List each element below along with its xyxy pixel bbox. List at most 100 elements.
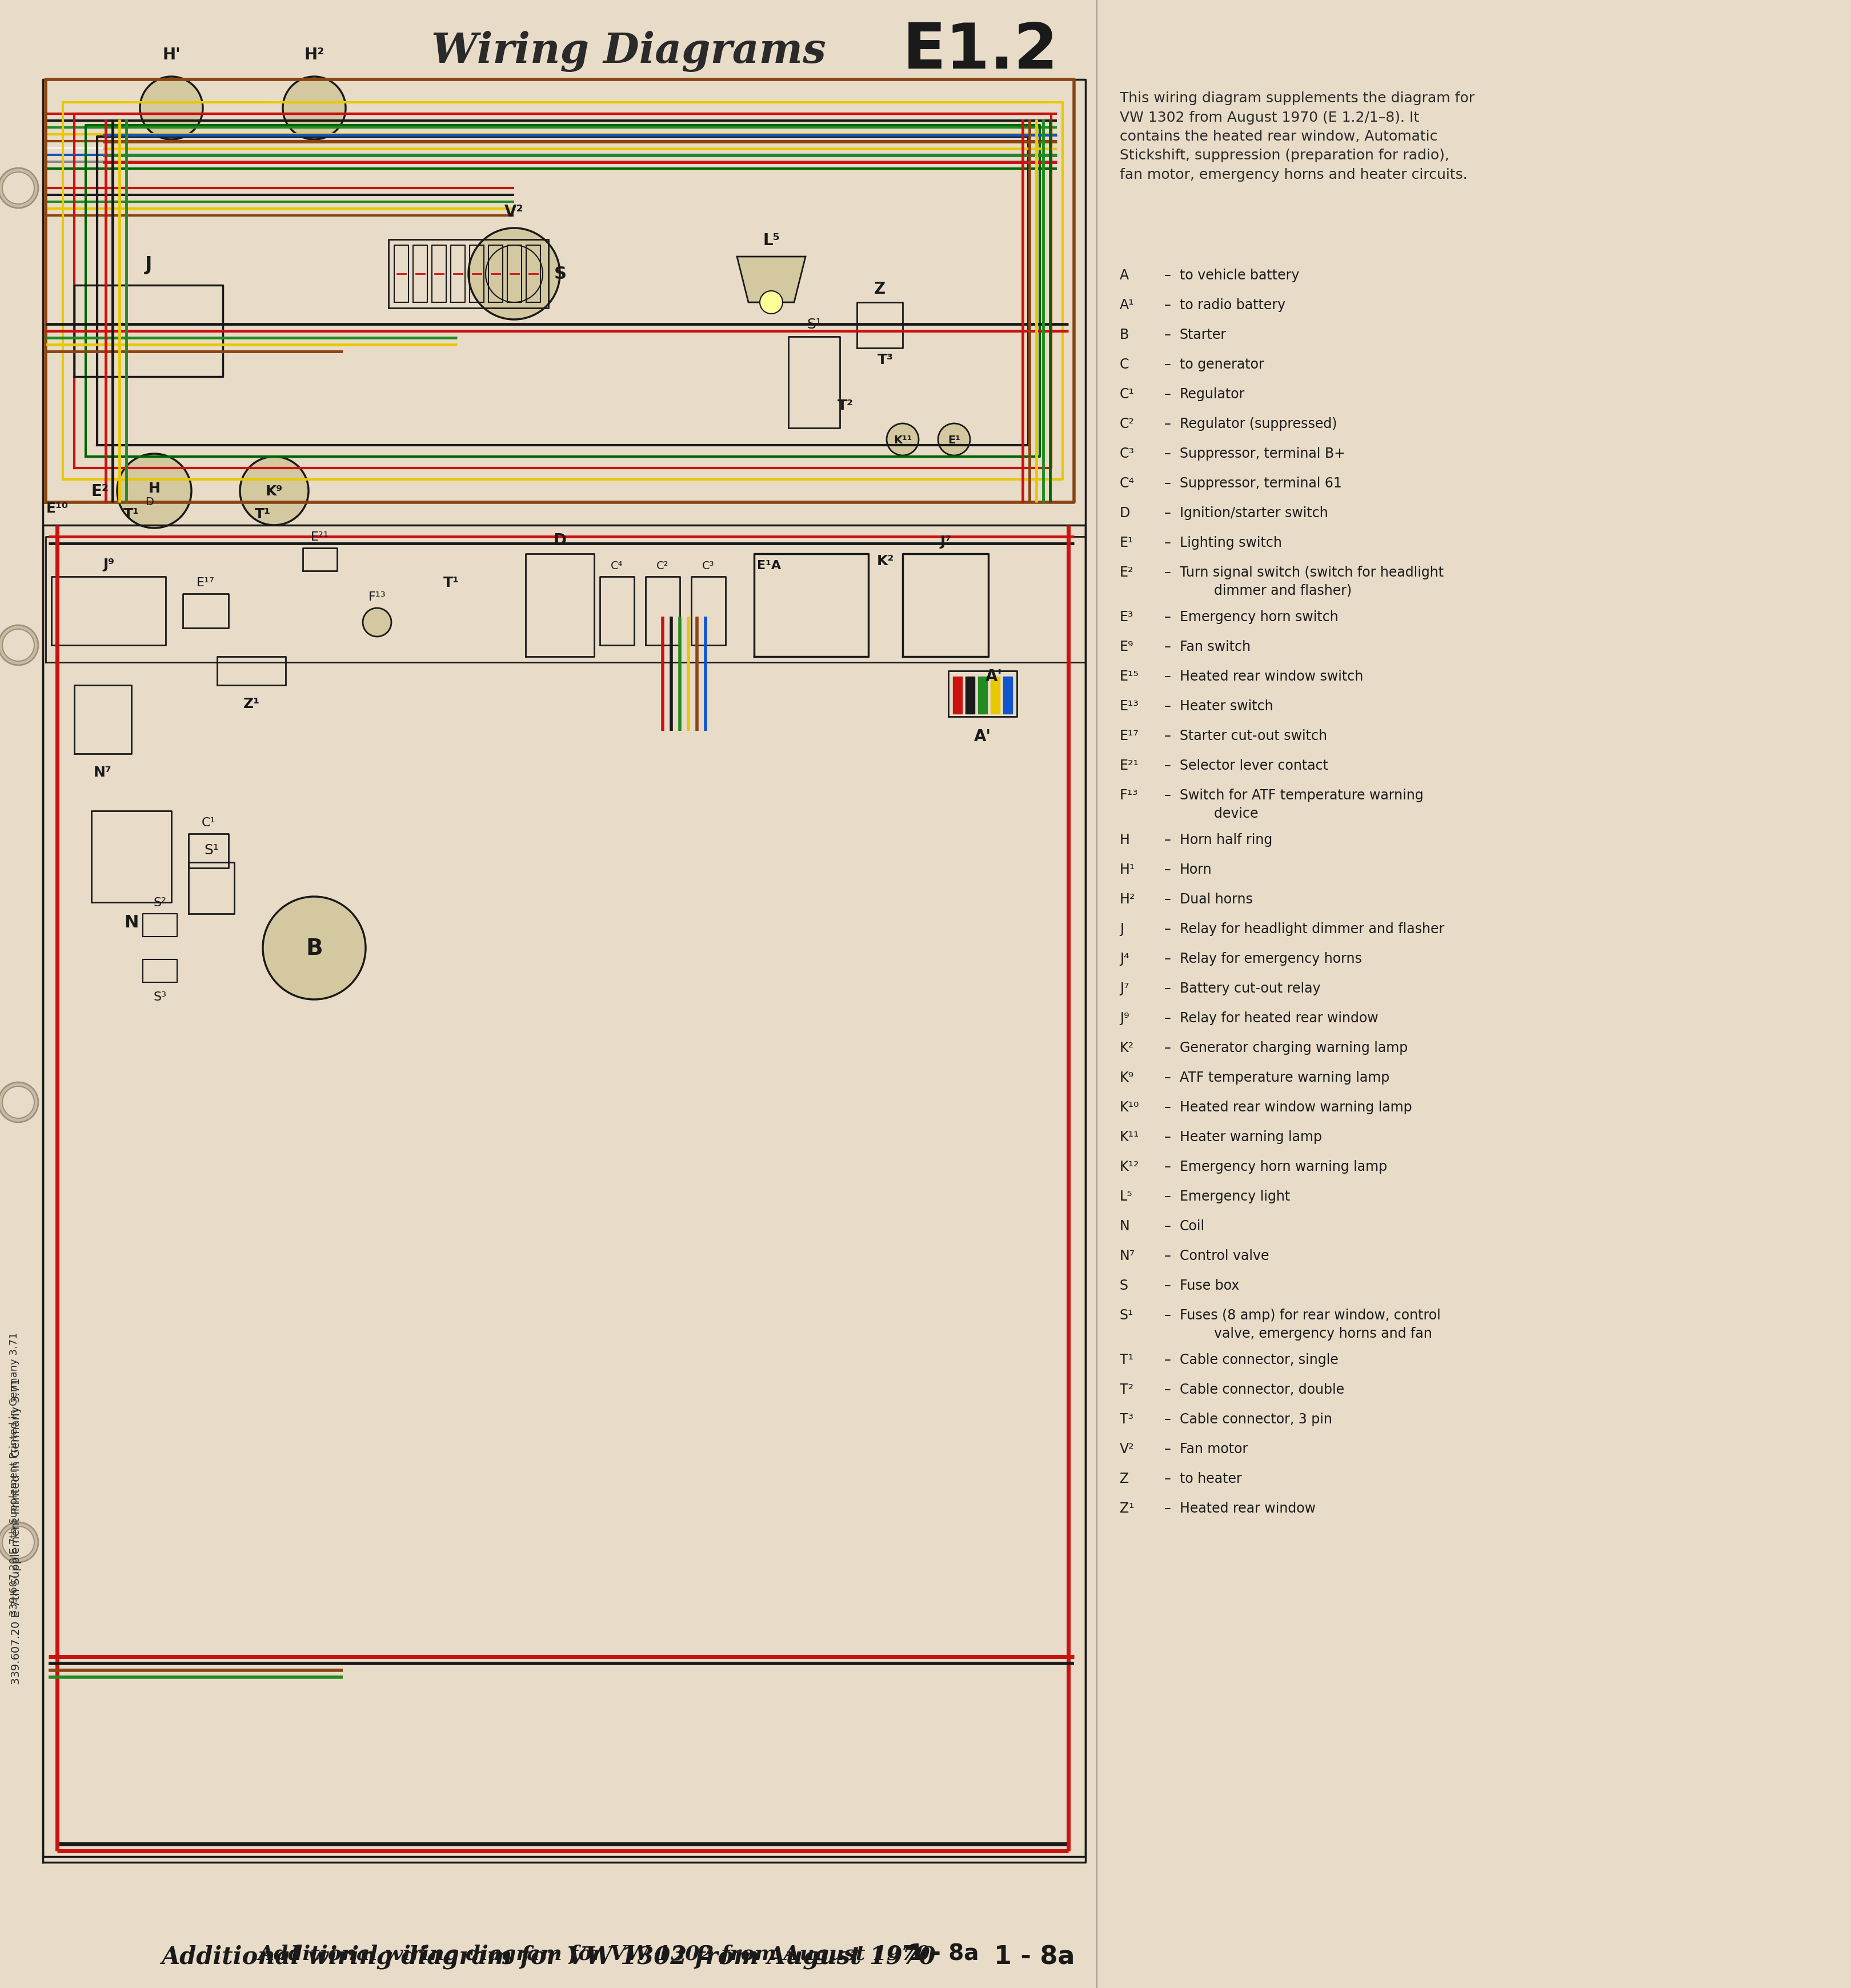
Text: E²: E²: [1120, 565, 1133, 579]
Bar: [1003, 678, 1012, 714]
Text: –: –: [1164, 358, 1172, 372]
Text: N: N: [1120, 1219, 1129, 1233]
Text: –: –: [1164, 1471, 1172, 1485]
Text: –: –: [1164, 1099, 1172, 1113]
Text: Emergency horn switch: Emergency horn switch: [1179, 610, 1338, 624]
Text: B: B: [1120, 328, 1129, 342]
Bar: [990, 678, 1000, 714]
Text: K⁹: K⁹: [265, 485, 283, 499]
Text: 1 - 8a: 1 - 8a: [909, 1942, 979, 1964]
Text: –: –: [1164, 417, 1172, 431]
Text: C²: C²: [1120, 417, 1135, 431]
Circle shape: [283, 78, 346, 139]
Text: H²: H²: [304, 48, 324, 64]
Text: –: –: [1164, 863, 1172, 877]
Text: E1.2: E1.2: [903, 20, 1059, 82]
Text: E³: E³: [1120, 610, 1133, 624]
Text: D: D: [553, 533, 566, 549]
Text: –: –: [1164, 1042, 1172, 1054]
Text: C¹: C¹: [202, 817, 215, 829]
Text: L⁵: L⁵: [1120, 1189, 1133, 1203]
Text: S¹: S¹: [204, 843, 218, 857]
Text: B: B: [305, 938, 322, 958]
Text: Additional wiring diagram for VW 1302 from August 1970: Additional wiring diagram for VW 1302 fr…: [257, 1944, 931, 1964]
Text: Heated rear window switch: Heated rear window switch: [1179, 670, 1362, 684]
Text: –: –: [1164, 1012, 1172, 1026]
Text: C: C: [1120, 358, 1129, 372]
Text: 339.607.20 E 7th Supplement Printed in Germany 3.71: 339.607.20 E 7th Supplement Printed in G…: [11, 1378, 22, 1684]
Text: J⁴: J⁴: [1120, 952, 1129, 966]
Text: Fan switch: Fan switch: [1179, 640, 1251, 654]
Text: Fan motor: Fan motor: [1179, 1441, 1248, 1455]
Circle shape: [2, 630, 35, 662]
Text: Fuse box: Fuse box: [1179, 1278, 1240, 1292]
Text: –: –: [1164, 1159, 1172, 1173]
Text: to generator: to generator: [1179, 358, 1264, 372]
Text: K²: K²: [1120, 1042, 1135, 1054]
Text: F¹³: F¹³: [368, 590, 385, 602]
Text: to vehicle battery: to vehicle battery: [1179, 268, 1299, 282]
Text: Switch for ATF temperature warning
        device: Switch for ATF temperature warning devic…: [1179, 789, 1423, 821]
Text: C³: C³: [702, 561, 714, 571]
Text: –: –: [1164, 610, 1172, 624]
Text: –: –: [1164, 477, 1172, 491]
Text: –: –: [1164, 922, 1172, 936]
Text: N: N: [124, 914, 139, 930]
Text: Z: Z: [874, 280, 885, 296]
Text: C²: C²: [657, 561, 668, 571]
Text: –: –: [1164, 1352, 1172, 1366]
Text: –: –: [1164, 1308, 1172, 1322]
Text: T¹: T¹: [124, 507, 139, 521]
Text: –: –: [1164, 1129, 1172, 1143]
Text: Heater switch: Heater switch: [1179, 700, 1273, 714]
Circle shape: [363, 608, 391, 636]
Text: K¹²: K¹²: [1120, 1159, 1140, 1173]
Text: –: –: [1164, 1219, 1172, 1233]
Text: Heated rear window warning lamp: Heated rear window warning lamp: [1179, 1099, 1412, 1113]
Bar: [953, 678, 963, 714]
Text: Selector lever contact: Selector lever contact: [1179, 759, 1329, 773]
Text: J⁷: J⁷: [940, 535, 951, 549]
Text: E¹A: E¹A: [757, 561, 781, 571]
Text: H': H': [163, 48, 180, 64]
Text: –: –: [1164, 1248, 1172, 1262]
Text: Lighting switch: Lighting switch: [1179, 537, 1283, 549]
Text: Cable connector, double: Cable connector, double: [1179, 1382, 1344, 1396]
Text: Dual horns: Dual horns: [1179, 893, 1253, 907]
Text: to radio battery: to radio battery: [1179, 298, 1285, 312]
Text: Emergency light: Emergency light: [1179, 1189, 1290, 1203]
Text: –: –: [1164, 982, 1172, 996]
Text: E²¹: E²¹: [311, 531, 329, 543]
Text: L⁵: L⁵: [763, 233, 779, 248]
Text: D: D: [1120, 507, 1131, 519]
Text: –: –: [1164, 893, 1172, 907]
Text: E²¹: E²¹: [1120, 759, 1138, 773]
Text: K¹¹: K¹¹: [1120, 1129, 1140, 1143]
Text: Suppressor, terminal 61: Suppressor, terminal 61: [1179, 477, 1342, 491]
Text: –: –: [1164, 507, 1172, 519]
Text: Turn signal switch (switch for headlight
        dimmer and flasher): Turn signal switch (switch for headlight…: [1179, 565, 1444, 596]
Text: A': A': [985, 668, 1003, 684]
Circle shape: [0, 1523, 39, 1563]
Polygon shape: [737, 256, 805, 302]
Circle shape: [2, 1087, 35, 1119]
Text: Relay for heated rear window: Relay for heated rear window: [1179, 1012, 1379, 1026]
Text: Relay for emergency horns: Relay for emergency horns: [1179, 952, 1362, 966]
Text: E¹: E¹: [1120, 537, 1133, 549]
Text: to heater: to heater: [1179, 1471, 1242, 1485]
Text: H²: H²: [1120, 893, 1135, 907]
Text: –: –: [1164, 565, 1172, 579]
Text: Horn: Horn: [1179, 863, 1212, 877]
Text: –: –: [1164, 1411, 1172, 1425]
Text: S²: S²: [154, 897, 167, 909]
Text: Heated rear window: Heated rear window: [1179, 1501, 1316, 1515]
Circle shape: [2, 173, 35, 205]
Text: T³: T³: [877, 354, 894, 366]
Circle shape: [485, 247, 542, 302]
Text: H: H: [148, 481, 161, 495]
Text: E¹⁷: E¹⁷: [1120, 730, 1138, 744]
Circle shape: [241, 457, 309, 525]
Circle shape: [2, 1527, 35, 1559]
Text: Cable connector, 3 pin: Cable connector, 3 pin: [1179, 1411, 1333, 1425]
Text: Starter: Starter: [1179, 328, 1227, 342]
